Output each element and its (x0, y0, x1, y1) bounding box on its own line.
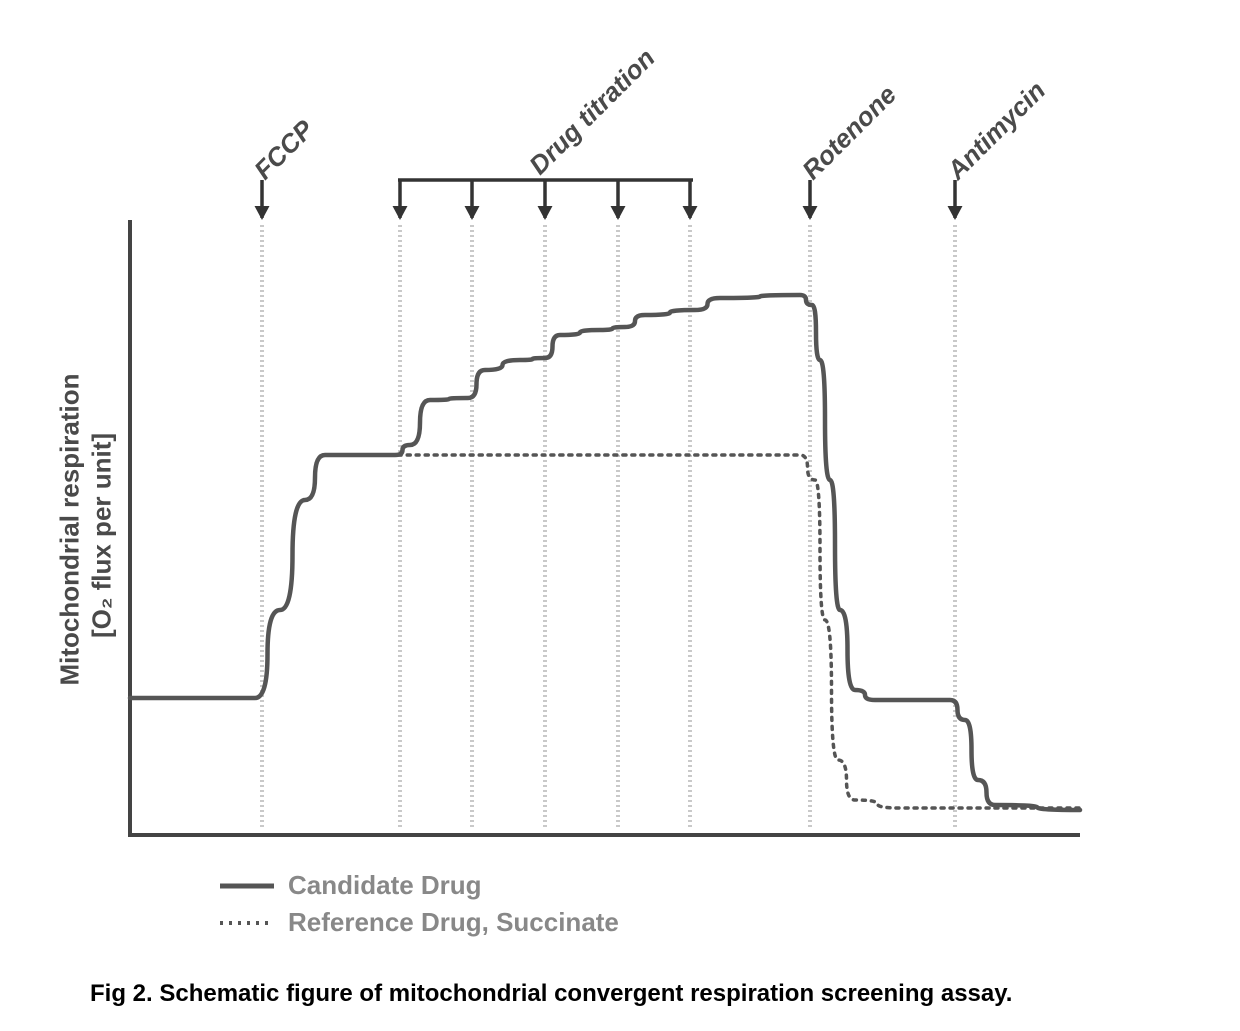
y-axis-label-line2: [O₂ flux per unit] (87, 386, 118, 686)
chart-svg (0, 0, 1240, 1031)
figure-caption: Fig 2. Schematic figure of mitochondrial… (90, 980, 1012, 1008)
legend: Candidate Drug Reference Drug, Succinate (220, 870, 619, 938)
legend-row-candidate: Candidate Drug (220, 870, 619, 901)
legend-text-candidate: Candidate Drug (288, 870, 482, 901)
legend-swatch-reference (220, 912, 274, 934)
legend-swatch-candidate (220, 875, 274, 897)
y-axis-label-line1: Mitochondrial respiration (55, 386, 86, 686)
figure-container: Mitochondrial respiration [O₂ flux per u… (0, 0, 1240, 1031)
legend-row-reference: Reference Drug, Succinate (220, 907, 619, 938)
legend-text-reference: Reference Drug, Succinate (288, 907, 619, 938)
